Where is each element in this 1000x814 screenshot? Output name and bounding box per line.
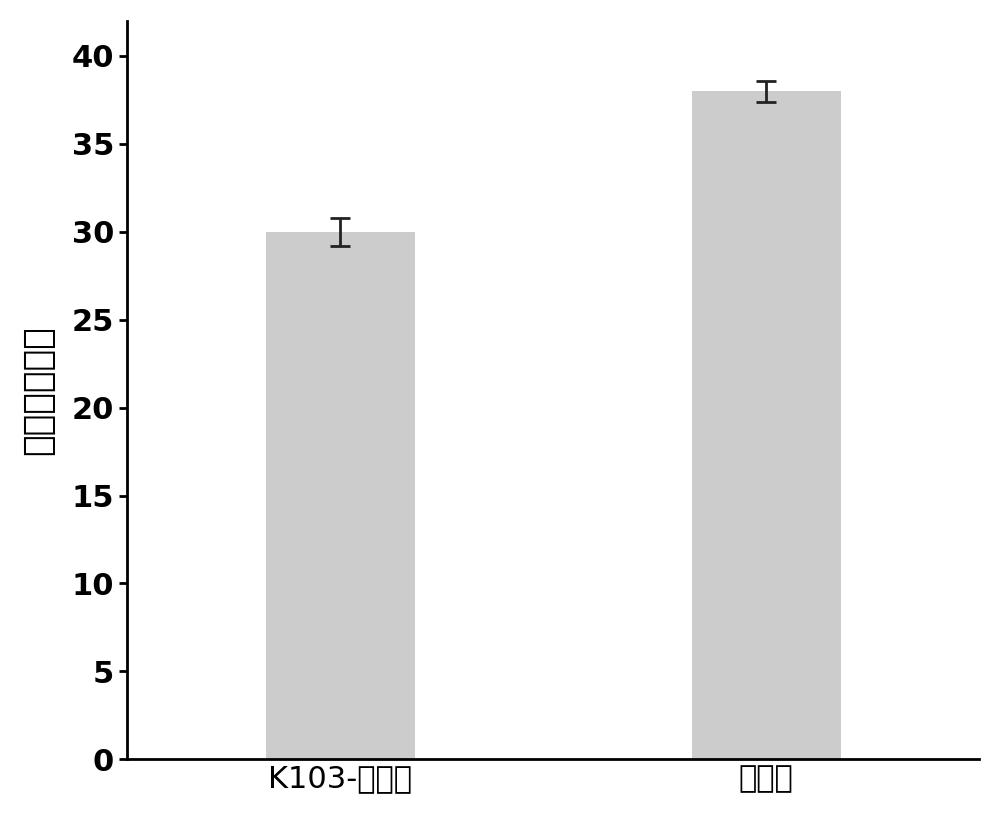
Bar (266, 232, 415, 759)
Y-axis label: 压强（千帕）: 压强（千帕） (21, 326, 55, 455)
Bar (692, 91, 841, 759)
